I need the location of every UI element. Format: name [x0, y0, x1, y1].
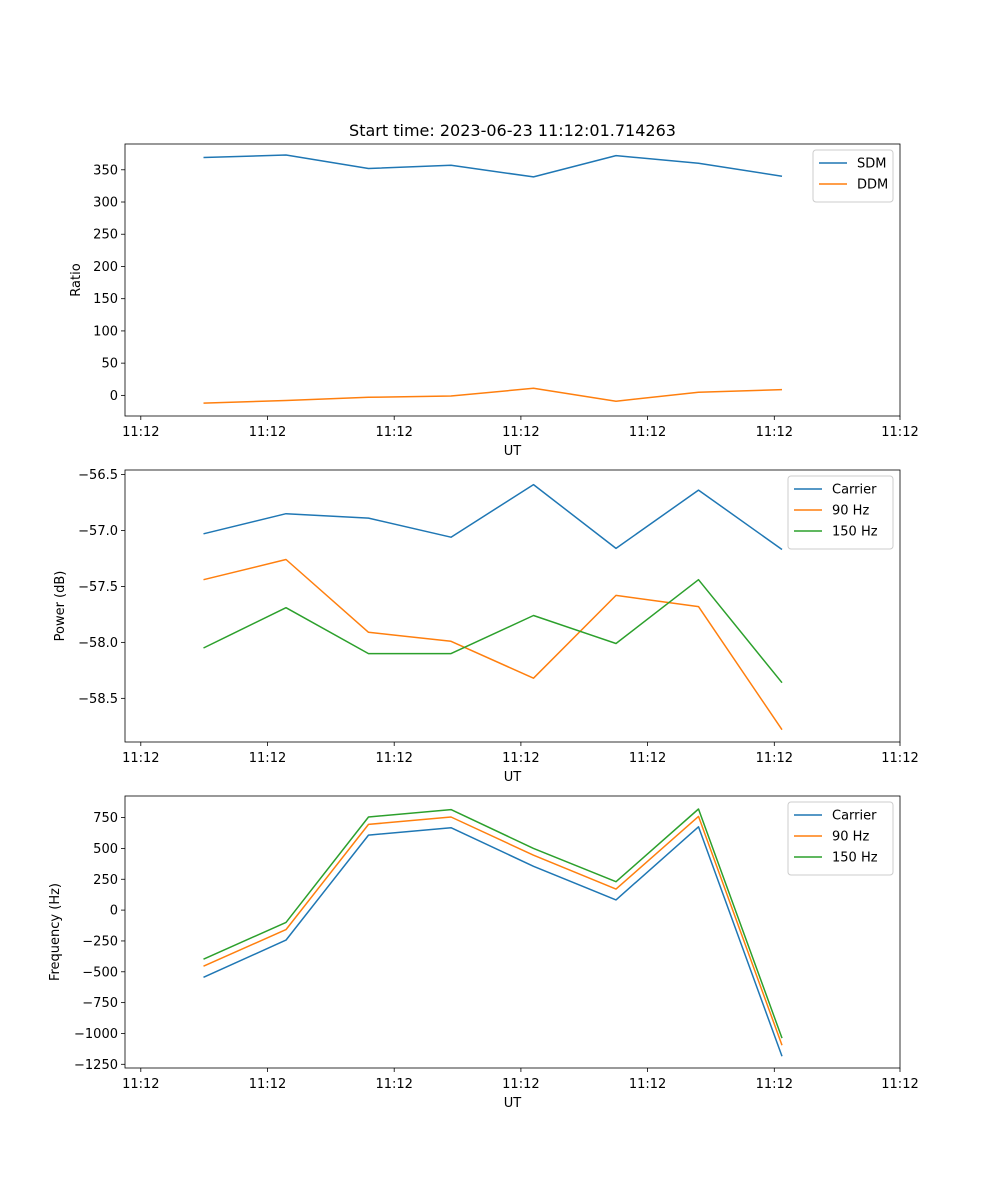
x-tick-label: 11:12 [881, 751, 918, 766]
x-tick-label: 11:12 [249, 425, 286, 440]
x-axis-label: UT [504, 444, 522, 459]
y-tick-label: −500 [82, 965, 118, 980]
x-tick-label: 11:12 [249, 751, 286, 766]
x-tick-label: 11:12 [122, 425, 159, 440]
legend-label: 150 Hz [832, 525, 878, 540]
x-axis-label: UT [504, 770, 522, 785]
y-tick-label: 250 [93, 228, 118, 243]
x-tick-label: 11:12 [881, 1077, 918, 1092]
x-tick-label: 11:12 [375, 1077, 412, 1092]
y-tick-label: −58.5 [78, 692, 118, 707]
series-line-150-hz [203, 578, 783, 684]
x-tick-label: 11:12 [502, 751, 539, 766]
y-tick-label: 500 [93, 842, 118, 857]
x-axis-label: UT [504, 1096, 522, 1111]
y-tick-label: −250 [82, 934, 118, 949]
y-tick-label: 0 [110, 904, 118, 919]
axes-frame [124, 795, 901, 1069]
y-tick-label: 150 [93, 292, 118, 307]
legend-label: SDM [857, 157, 886, 172]
y-tick-label: −58.0 [78, 636, 118, 651]
y-tick-label: 200 [93, 260, 118, 275]
legend-label: Carrier [832, 809, 877, 824]
y-tick-label: 300 [93, 196, 118, 211]
legend-label: 90 Hz [832, 504, 869, 519]
y-tick-label: 0 [110, 389, 118, 404]
y-tick-label: 350 [93, 163, 118, 178]
x-tick-label: 11:12 [375, 751, 412, 766]
y-tick-label: −1250 [74, 1058, 118, 1073]
legend-label: Carrier [832, 483, 877, 498]
x-tick-label: 11:12 [375, 425, 412, 440]
axes-frame [124, 143, 901, 417]
x-tick-label: 11:12 [756, 1077, 793, 1092]
chart-panel-2: −58.5 −58.0 −57.5 −57.0 −56.5 11:12 11:12 11:12… [53, 468, 919, 785]
y-tick-label: −1000 [74, 1027, 118, 1042]
x-tick-label: 11:12 [502, 425, 539, 440]
x-tick-label: 11:12 [122, 1077, 159, 1092]
x-tick-label: 11:12 [756, 751, 793, 766]
figure-title: Start time: 2023-06-23 11:12:01.714263 [349, 121, 676, 140]
series-line-carrier [203, 483, 783, 551]
legend-label: DDM [857, 178, 888, 193]
legend-label: 90 Hz [832, 830, 869, 845]
x-tick-label: 11:12 [122, 751, 159, 766]
series-line-90-hz [203, 815, 783, 1046]
y-tick-label: −750 [82, 996, 118, 1011]
y-tick-label: 250 [93, 873, 118, 888]
y-axis-label: Power (dB) [53, 571, 68, 642]
axes-frame [124, 469, 901, 743]
y-axis-label: Ratio [69, 263, 84, 296]
x-tick-label: 11:12 [502, 1077, 539, 1092]
series-line-sdm [203, 154, 783, 178]
series-line-150-hz [203, 808, 783, 1039]
series-line-carrier [203, 826, 783, 1057]
x-tick-label: 11:12 [629, 751, 666, 766]
y-tick-label: −56.5 [78, 468, 118, 483]
y-tick-label: −57.5 [78, 580, 118, 595]
y-tick-label: 750 [93, 811, 118, 826]
y-tick-label: 50 [101, 357, 118, 372]
y-tick-label: 100 [93, 324, 118, 339]
chart-panel-3: −1250 −1000 −750 −500 −250 0 250 500 750 11:12 11:… [48, 795, 919, 1111]
x-tick-label: 11:12 [249, 1077, 286, 1092]
x-tick-label: 11:12 [629, 425, 666, 440]
y-axis-label: Frequency (Hz) [48, 883, 63, 981]
series-line-ddm [203, 387, 783, 404]
series-line-90-hz [203, 558, 783, 731]
chart-panel-1: 0 50 100 150 200 250 300 350 11:12 11:12 11:12 11:1… [69, 143, 919, 459]
legend-label: 150 Hz [832, 851, 878, 866]
x-tick-label: 11:12 [756, 425, 793, 440]
x-tick-label: 11:12 [629, 1077, 666, 1092]
x-tick-label: 11:12 [881, 425, 918, 440]
y-tick-label: −57.0 [78, 524, 118, 539]
